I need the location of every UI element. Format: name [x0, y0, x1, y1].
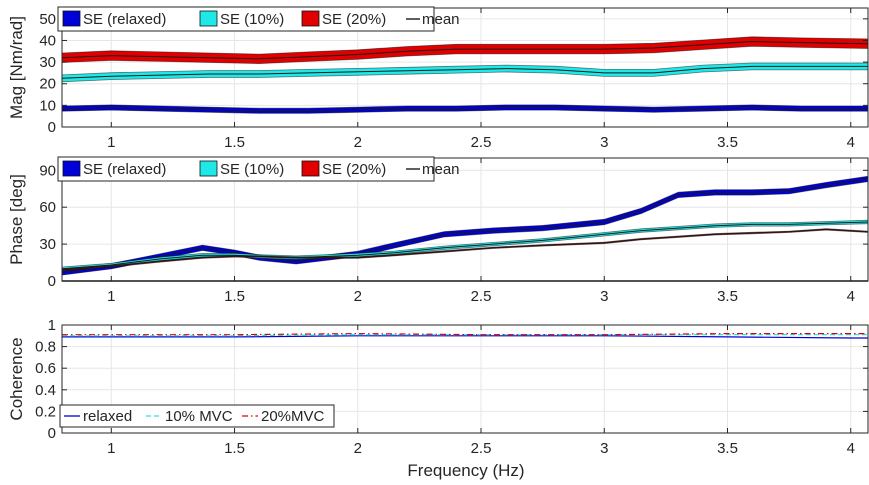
- y-tick-label: 0.8: [35, 339, 56, 356]
- x-tick-label: 2.5: [471, 134, 492, 151]
- y-tick-label: 30: [39, 236, 56, 253]
- coherence-panel: 1 1.5 2 2.5 3 3.5 4 0 0.2 0.4 0.6 0.8 1 Coherence rela…: [7, 317, 869, 457]
- x-axis-label: Frequency (Hz): [407, 461, 524, 480]
- legend-label-p10: SE (10%): [220, 11, 284, 28]
- axes-box: [61, 157, 869, 282]
- x-tick-label: 1.5: [224, 440, 245, 457]
- y-axis-label: Coherence: [7, 337, 26, 420]
- x-tick-label: 1.5: [224, 288, 245, 305]
- axes-box: [61, 324, 869, 434]
- legend-label-mean: mean: [422, 11, 460, 28]
- mean-line-relaxed: [61, 178, 869, 273]
- y-tick-label: 0: [48, 273, 56, 290]
- axes-box: [61, 7, 869, 128]
- legend-label-relaxed: SE (relaxed): [83, 161, 166, 178]
- legend-label-p10: 10% MVC: [165, 408, 233, 425]
- x-tick-label: 3: [600, 134, 608, 151]
- legend-label-mean: mean: [422, 161, 460, 178]
- mean-line-p10: [61, 65, 868, 79]
- x-tick-label: 2.5: [471, 440, 492, 457]
- x-tick-label: 2: [354, 134, 362, 151]
- legend-swatch-p20: [301, 160, 320, 177]
- legend-swatch-p10: [199, 10, 218, 27]
- legend-label-p20: 20%MVC: [261, 408, 325, 425]
- x-tick-label: 1: [107, 134, 115, 151]
- legend-box: [59, 404, 335, 428]
- y-tick-label: 40: [39, 32, 56, 49]
- mean-line-p20: [61, 228, 869, 271]
- y-tick-label: 20: [39, 76, 56, 93]
- phase-panel: 1 1.5 2 2.5 3 3.5 4 0 30 60 90 Phase [deg] SE (relax…: [7, 156, 869, 305]
- y-tick-label: 0.2: [35, 403, 56, 420]
- legend-box: [57, 6, 435, 32]
- x-tick-label: 1: [107, 288, 115, 305]
- y-tick-label: 60: [39, 199, 56, 216]
- x-tick-label: 3.5: [717, 440, 738, 457]
- y-tick-label: 50: [39, 11, 56, 28]
- y-tick-label: 30: [39, 54, 56, 71]
- y-tick-label: 1: [48, 317, 56, 334]
- legend-label-p20: SE (20%): [322, 161, 386, 178]
- legend-box: [57, 156, 435, 182]
- x-tick-label: 3: [600, 288, 608, 305]
- y-tick-label: 10: [39, 97, 56, 114]
- y-tick-label: 0.6: [35, 360, 56, 377]
- x-tick-label: 2: [354, 440, 362, 457]
- legend-swatch-relaxed: [62, 10, 81, 27]
- y-tick-label: 0: [48, 425, 56, 442]
- y-tick-label: 0: [48, 119, 56, 136]
- x-tick-label: 1: [107, 440, 115, 457]
- x-tick-label: 4: [847, 288, 855, 305]
- mean-line-p10: [61, 221, 869, 270]
- y-axis-label: Phase [deg]: [7, 174, 26, 265]
- line-p20: [62, 332, 868, 336]
- legend-label-relaxed: SE (relaxed): [83, 11, 166, 28]
- x-tick-label: 1.5: [224, 134, 245, 151]
- x-tick-label: 3.5: [717, 134, 738, 151]
- legend-label-p10: SE (10%): [220, 161, 284, 178]
- y-tick-label: 0.4: [35, 382, 56, 399]
- x-tick-label: 2.5: [471, 288, 492, 305]
- x-tick-label: 2: [354, 288, 362, 305]
- x-tick-label: 4: [847, 134, 855, 151]
- line-relaxed: [62, 335, 868, 339]
- x-tick-label: 3.5: [717, 288, 738, 305]
- y-tick-label: 90: [39, 162, 56, 179]
- x-tick-label: 3: [600, 440, 608, 457]
- legend-swatch-relaxed: [62, 160, 81, 177]
- x-tick-label: 4: [847, 440, 855, 457]
- mean-line-p20: [61, 40, 869, 60]
- legend-swatch-p10: [199, 160, 218, 177]
- legend-swatch-p20: [301, 10, 320, 27]
- y-axis-label: Mag [Nm/rad]: [7, 16, 26, 119]
- mean-line-relaxed: [61, 106, 868, 112]
- legend-label-relaxed: relaxed: [83, 408, 132, 425]
- legend-label-p20: SE (20%): [322, 11, 386, 28]
